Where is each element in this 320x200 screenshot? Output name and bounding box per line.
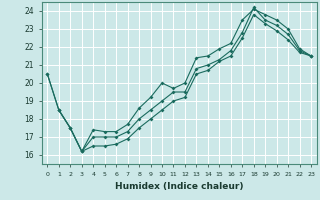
X-axis label: Humidex (Indice chaleur): Humidex (Indice chaleur) [115,182,244,191]
